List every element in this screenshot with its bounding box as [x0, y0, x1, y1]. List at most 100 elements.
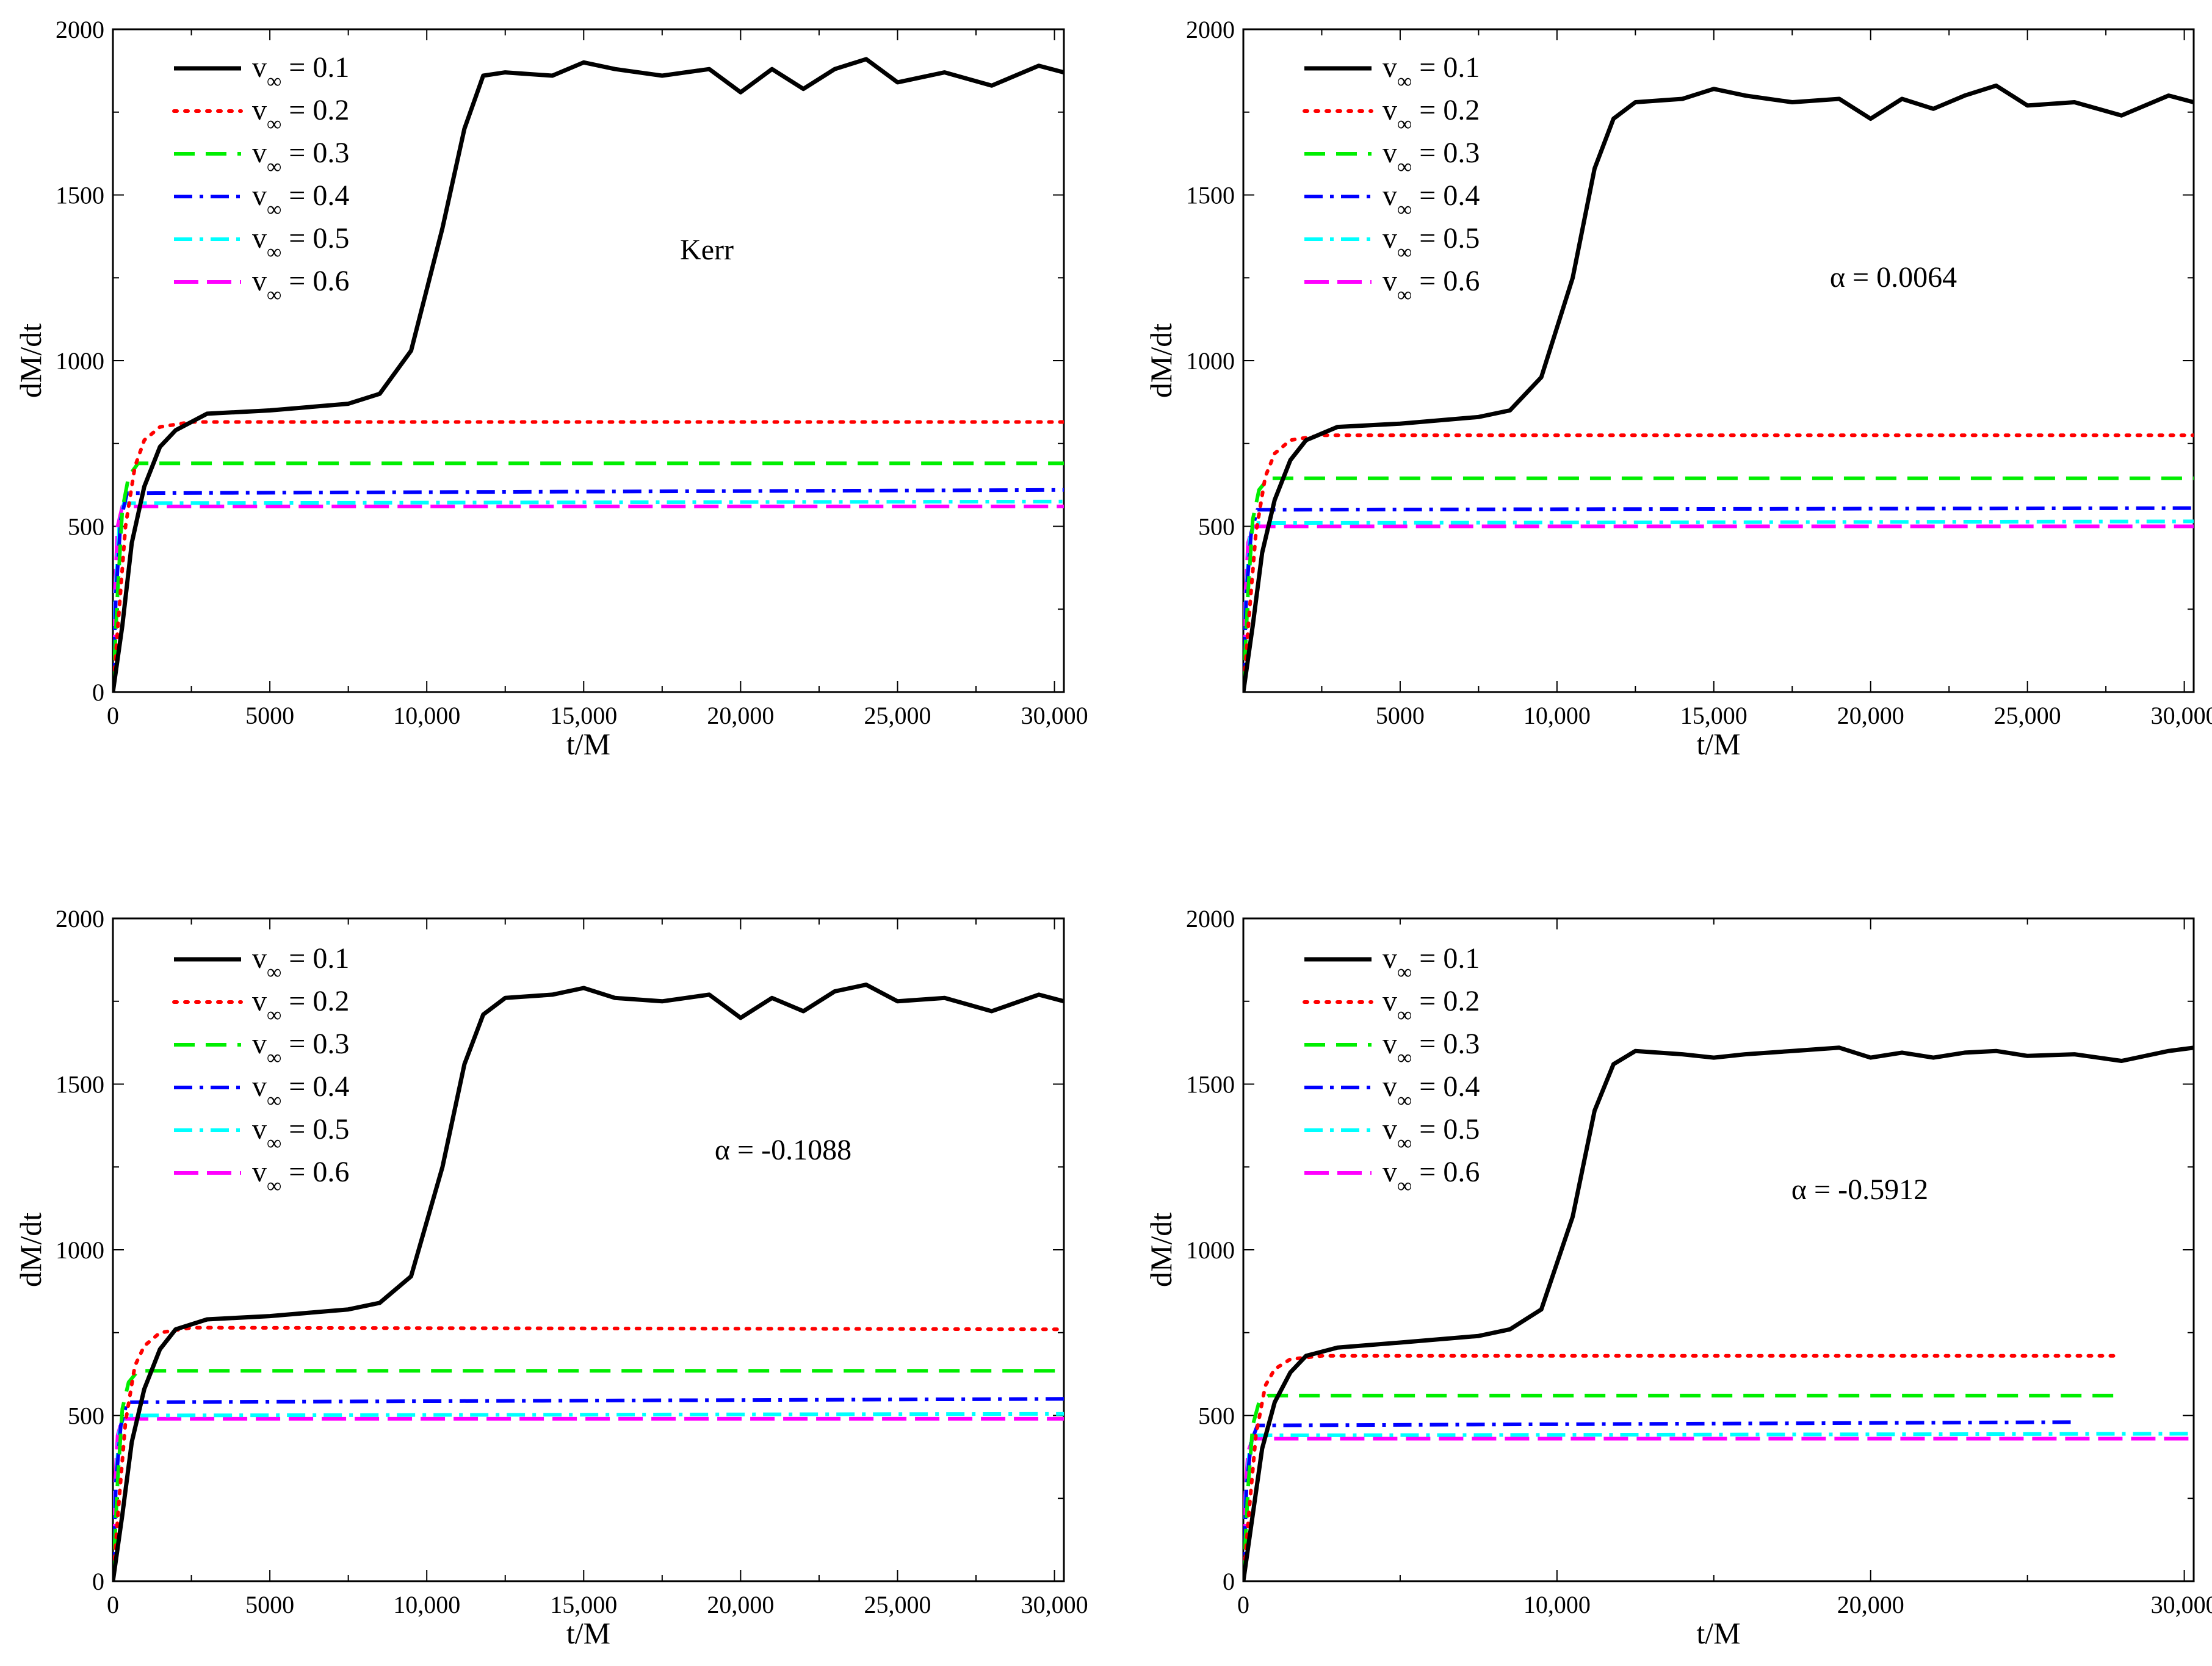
legend-symbol: v: [252, 985, 267, 1017]
legend-subscript: ∞: [267, 198, 281, 221]
legend-subscript: ∞: [1397, 70, 1412, 93]
legend-value: = 0.3: [281, 1028, 349, 1060]
series-line: [1243, 476, 2194, 692]
x-tick-label: 25,000: [864, 702, 931, 729]
x-tick-label: 30,000: [1021, 1591, 1088, 1618]
series-group: [113, 983, 1064, 1581]
series-line: [1243, 1354, 2117, 1581]
series-line: [1243, 519, 2194, 692]
legend-symbol: v: [1382, 942, 1397, 975]
legend-symbol: v: [1382, 1070, 1397, 1103]
legend-value: = 0.6: [281, 1156, 349, 1188]
legend-value: = 0.3: [1412, 1028, 1480, 1060]
legend-entry: v∞ = 0.3: [252, 137, 349, 178]
series-line: [113, 983, 1064, 1581]
panel-kerr: 0 5000 10,000 15,000 20,000 25,000 30,000 0 500 1…: [13, 16, 1088, 761]
legend-value: = 0.3: [281, 137, 349, 169]
y-tick-label: 1500: [56, 1071, 104, 1098]
x-tick-label: 20,000: [707, 702, 774, 729]
y-tick-label: 500: [1198, 513, 1235, 541]
legend-entry: v∞ = 0.3: [1382, 137, 1480, 178]
legend-symbol: v: [252, 942, 267, 975]
legend-subscript: ∞: [267, 113, 281, 135]
legend-symbol: v: [252, 1028, 267, 1060]
x-tick-label: 5000: [245, 1591, 294, 1618]
legend-entry: v∞ = 0.5: [1382, 1113, 1480, 1155]
y-tick-label: 2000: [1186, 905, 1235, 932]
legend-symbol: v: [1382, 94, 1397, 126]
x-tick-label: 20,000: [707, 1591, 774, 1618]
y-tick-label: 1000: [56, 347, 104, 375]
series-line: [113, 1412, 1064, 1581]
legend-entry: v∞ = 0.5: [252, 222, 349, 264]
legend-value: = 0.1: [1412, 942, 1480, 975]
legend-symbol: v: [252, 1113, 267, 1145]
legend-subscript: ∞: [1397, 1132, 1412, 1155]
panel-alpha--0.1088: 0 5000 10,000 15,000 20,000 25,000 30,000 0 500 1…: [13, 905, 1088, 1650]
y-tick-label: 1500: [1186, 182, 1235, 209]
legend-subscript: ∞: [267, 1175, 281, 1197]
x-tick-label: 30,000: [1021, 702, 1088, 729]
legend-entry: v∞ = 0.2: [252, 94, 349, 135]
plot-frame: [1242, 28, 2195, 693]
legend-subscript: ∞: [267, 961, 281, 984]
legend-symbol: v: [252, 222, 267, 254]
legend-entry: v∞ = 0.1: [1382, 51, 1480, 93]
series-line: [1243, 83, 2194, 692]
y-tick-label: 2000: [56, 16, 104, 43]
legend-entry: v∞ = 0.6: [252, 1156, 349, 1197]
legend-symbol: v: [1382, 985, 1397, 1017]
series-line: [113, 1397, 1064, 1581]
series-group: [113, 57, 1064, 692]
x-tick-label: 15,000: [1680, 702, 1748, 729]
y-axis-title: dM/dt: [13, 323, 48, 398]
x-tick-label: 25,000: [1994, 702, 2061, 729]
legend-subscript: ∞: [267, 1004, 281, 1026]
series-line: [113, 499, 1064, 692]
series-line: [113, 420, 1064, 692]
legend-subscript: ∞: [267, 241, 281, 264]
legend-value: = 0.5: [281, 222, 349, 254]
legend-subscript: ∞: [1397, 1004, 1412, 1026]
panel-annotation: Kerr: [680, 234, 734, 266]
legend-value: = 0.3: [1412, 137, 1480, 169]
legend-value: = 0.1: [281, 942, 349, 975]
y-tick-label: 1000: [56, 1236, 104, 1264]
x-tick-label: 0: [1237, 1591, 1249, 1618]
legend-entry: v∞ = 0.4: [252, 179, 349, 221]
series-line: [113, 1416, 1064, 1581]
legend-subscript: ∞: [267, 70, 281, 93]
legend-entry: v∞ = 0.6: [1382, 265, 1480, 306]
legend-subscript: ∞: [267, 1089, 281, 1112]
legend-symbol: v: [252, 51, 267, 84]
legend-entry: v∞ = 0.1: [252, 942, 349, 984]
y-axis-title: dM/dt: [13, 1213, 48, 1287]
legend-entry: v∞ = 0.6: [252, 265, 349, 306]
panel-annotation: α = 0.0064: [1830, 261, 1957, 294]
series-line: [113, 57, 1064, 692]
legend-value: = 0.1: [1412, 51, 1480, 84]
legend-subscript: ∞: [1397, 1047, 1412, 1069]
plot-frame: [112, 917, 1065, 1582]
legend-value: = 0.2: [1412, 94, 1480, 126]
legend-value: = 0.5: [1412, 1113, 1480, 1145]
legend-entry: v∞ = 0.3: [1382, 1028, 1480, 1069]
legend-value: = 0.6: [1412, 1156, 1480, 1188]
x-tick-label: 0: [107, 1591, 119, 1618]
legend-subscript: ∞: [1397, 198, 1412, 221]
x-tick-label: 10,000: [1523, 702, 1591, 729]
y-tick-label: 500: [68, 1402, 104, 1430]
y-tick-label: 500: [68, 513, 104, 541]
x-tick-label: 30,000: [2151, 1591, 2212, 1618]
legend-symbol: v: [252, 1156, 267, 1188]
plot-frame: [1242, 917, 2195, 1582]
series-line: [113, 504, 1064, 692]
x-tick-label: 15,000: [550, 1591, 617, 1618]
legend-value: = 0.4: [281, 1070, 349, 1103]
legend-entry: v∞ = 0.6: [1382, 1156, 1480, 1197]
y-axis-title: dM/dt: [1144, 1213, 1178, 1287]
x-tick-label: 15,000: [550, 702, 617, 729]
legend-entry: v∞ = 0.2: [252, 985, 349, 1026]
y-tick-label: 2000: [56, 905, 104, 932]
